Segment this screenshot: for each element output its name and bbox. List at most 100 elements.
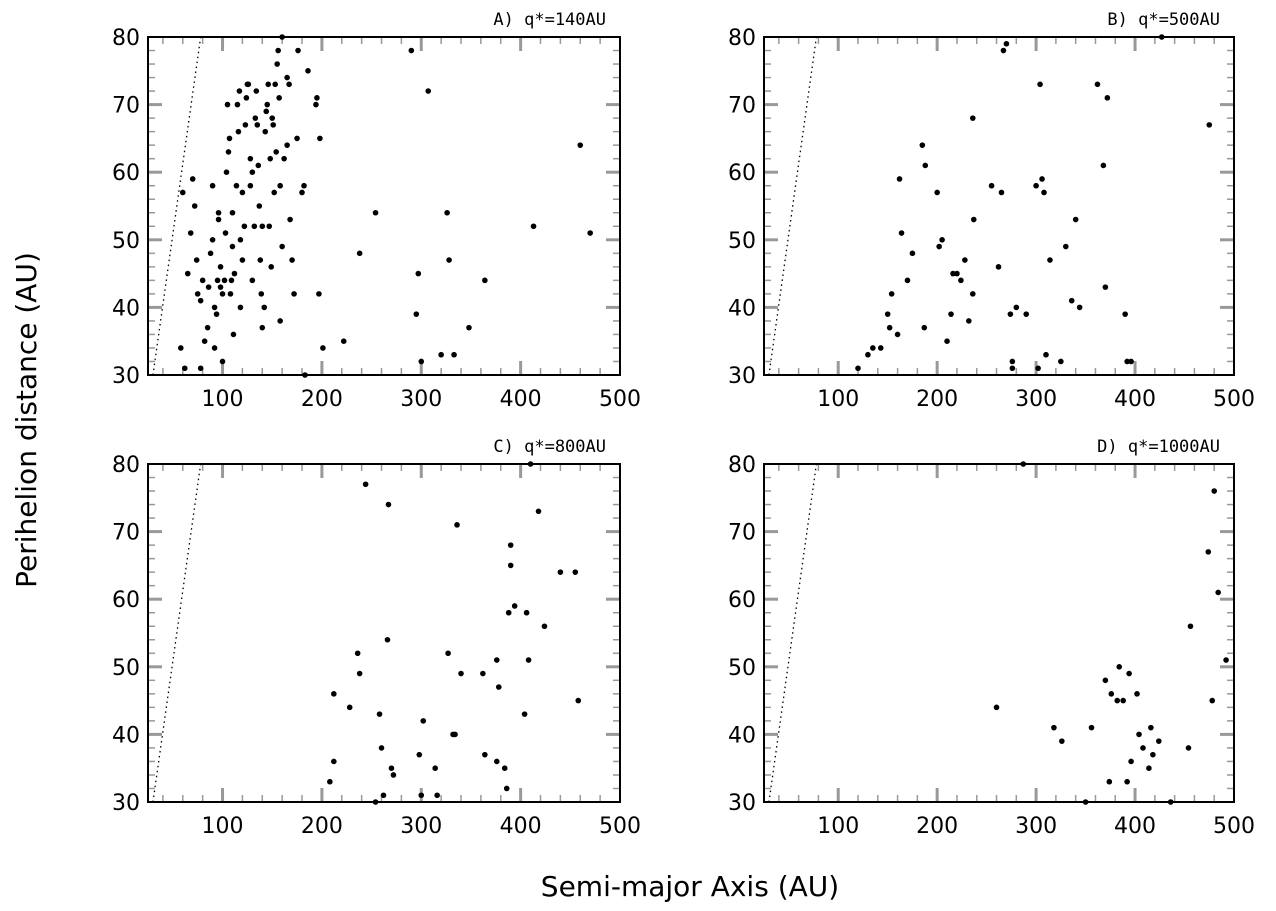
y-tick-label: 40 (728, 296, 756, 321)
data-point (870, 345, 876, 351)
data-point (1128, 358, 1134, 365)
data-point (1148, 724, 1154, 731)
data-point (179, 189, 186, 196)
data-point (231, 270, 238, 277)
data-point (958, 277, 964, 284)
y-tick-label: 30 (728, 791, 756, 816)
data-point (354, 650, 361, 657)
data-point (886, 324, 893, 331)
data-point (211, 345, 218, 351)
data-point (557, 569, 564, 575)
data-point (482, 751, 488, 758)
data-point (507, 542, 514, 548)
data-point (525, 657, 532, 663)
data-point (1037, 81, 1043, 88)
y-tick-label: 80 (112, 453, 140, 478)
x-tick-label: 500 (599, 814, 641, 839)
panel-c: 100 200 300 400 500 30 40 50 60 70 80 C) q*=800AU (112, 437, 641, 839)
data-point (229, 243, 236, 250)
data-point (1062, 243, 1069, 250)
data-point (1000, 47, 1007, 54)
data-point (1003, 40, 1010, 47)
data-point (237, 304, 244, 311)
data-point (266, 223, 273, 230)
y-tick-label: 30 (112, 791, 140, 816)
data-point (1206, 122, 1213, 128)
data-point (493, 758, 500, 765)
data-point (1102, 284, 1109, 290)
data-point (454, 522, 460, 528)
panel-b: 100 200 300 400 500 30 40 50 60 70 80 B) q*=500AU (728, 10, 1255, 412)
plot-frame-c (147, 463, 621, 803)
data-point (1124, 778, 1130, 785)
data-point (302, 372, 308, 378)
y-axis-title: Perihelion distance (AU) (10, 252, 43, 588)
data-point (204, 324, 211, 331)
x-tick-label: 100 (202, 387, 244, 412)
x-tick-label: 200 (301, 814, 343, 839)
data-point (356, 250, 363, 257)
data-point (256, 203, 263, 209)
data-point (413, 311, 420, 317)
data-point (921, 324, 928, 331)
data-point (249, 169, 256, 175)
data-point (511, 603, 518, 609)
y-tick-label: 50 (112, 229, 140, 254)
data-point (234, 101, 241, 108)
data-point (966, 318, 972, 324)
data-point (201, 338, 208, 345)
y-tick-label: 70 (728, 94, 756, 119)
data-point (1205, 549, 1212, 555)
data-point (425, 88, 432, 94)
data-point (1043, 351, 1049, 358)
data-point (259, 324, 266, 331)
data-point (193, 257, 200, 263)
data-point (503, 785, 510, 792)
data-point (211, 304, 218, 311)
data-point (257, 257, 264, 263)
y-tick-label: 80 (728, 26, 756, 51)
data-point (530, 223, 537, 230)
data-point (877, 345, 884, 351)
y-tick-label: 40 (728, 723, 756, 748)
data-point (1082, 799, 1089, 805)
data-point (894, 331, 901, 338)
x-tick-label: 400 (1114, 814, 1156, 839)
data-point (1035, 365, 1041, 372)
data-point (268, 264, 275, 270)
data-point (189, 176, 196, 182)
data-point (277, 182, 283, 189)
data-point (507, 562, 514, 569)
data-point (346, 704, 353, 711)
panel-d: 100 200 300 400 500 30 40 50 60 70 80 D) q*=1000AU (728, 437, 1255, 839)
data-point (466, 324, 472, 331)
data-point (272, 81, 278, 88)
data-point (249, 277, 256, 284)
data-point (948, 311, 954, 317)
data-point (1120, 697, 1126, 704)
data-point (493, 657, 500, 663)
x-tick-label: 300 (1015, 814, 1057, 839)
data-point (1128, 758, 1134, 765)
data-point (1009, 358, 1016, 365)
data-point (264, 101, 271, 108)
data-point (993, 704, 1000, 711)
y-tick-label: 60 (112, 161, 140, 186)
data-point (376, 711, 383, 717)
data-point (228, 277, 235, 284)
data-point (1158, 34, 1165, 40)
data-point (320, 345, 326, 351)
x-tick-label: 200 (916, 814, 958, 839)
data-point (331, 758, 337, 765)
data-point (444, 209, 450, 216)
data-point (209, 237, 216, 243)
data-point (451, 351, 457, 358)
data-point (181, 365, 188, 372)
y-tick-label: 30 (728, 364, 756, 389)
y-tick-label: 60 (728, 588, 756, 613)
data-point (1058, 358, 1064, 365)
data-point (1116, 664, 1123, 670)
data-point (416, 751, 423, 758)
data-point (452, 731, 458, 738)
data-point (1104, 95, 1111, 101)
